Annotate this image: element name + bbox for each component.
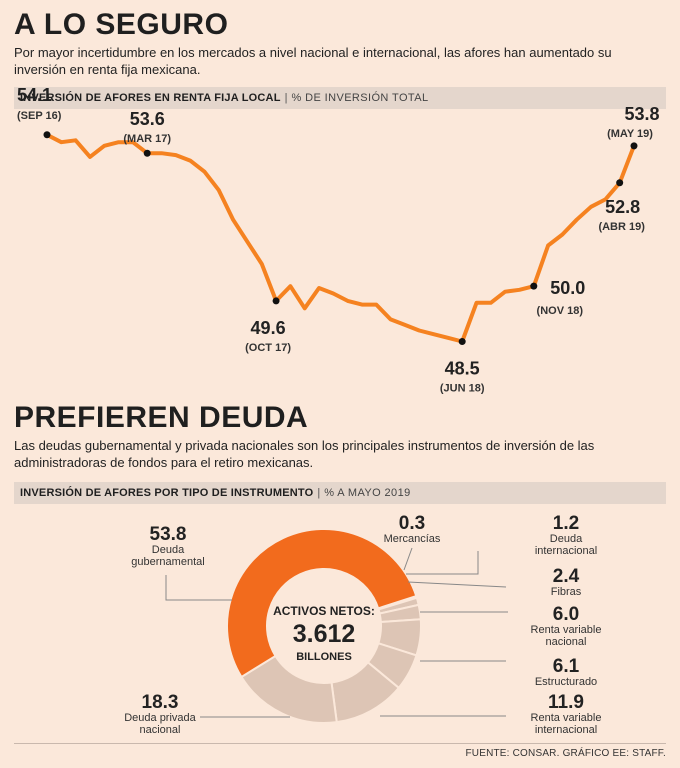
leader-line xyxy=(406,551,479,575)
annotation-dot xyxy=(43,131,51,139)
slice-label-2: nacional xyxy=(546,636,587,648)
slice-value: 1.2 xyxy=(553,513,579,534)
slice-label: Deuda xyxy=(550,533,583,545)
donut-slices xyxy=(226,528,422,724)
slice-label: Mercancías xyxy=(384,533,441,545)
annotation-value: 54.1 xyxy=(17,85,52,105)
leader-line xyxy=(407,581,507,588)
section2-header-separator: | xyxy=(317,487,321,499)
section1-intro-line2: inversión en renta fija mexicana. xyxy=(14,62,201,77)
section1-chart-header: INVERSIÓN DE AFORES EN RENTA FIJA LOCAL |… xyxy=(14,87,666,109)
section1-chart-subtitle: % DE INVERSIÓN TOTAL xyxy=(291,92,429,104)
section1-intro: Por mayor incertidumbre en los mercados … xyxy=(14,44,674,78)
slice-label-2: internacional xyxy=(535,545,597,557)
annotation-label: (ABR 19) xyxy=(598,221,645,233)
annotation-label: (JUN 18) xyxy=(440,383,485,395)
annotation-label: (MAR 17) xyxy=(123,133,171,145)
annotation-dot xyxy=(630,142,638,150)
slice-label: Estructurado xyxy=(535,676,597,688)
annotation-dot xyxy=(143,149,151,157)
annotation-value: 50.0 xyxy=(550,278,585,298)
section2-chart-header: INVERSIÓN DE AFORES POR TIPO DE INSTRUME… xyxy=(14,482,666,504)
section1-header-separator: | xyxy=(284,92,288,104)
center-value: 3.612 xyxy=(293,620,356,648)
slice-label-2: internacional xyxy=(535,724,597,736)
slice-label: Renta variable xyxy=(531,624,602,636)
center-label-bottom: BILLONES xyxy=(296,651,352,663)
annotation-dot xyxy=(458,338,466,346)
donut-slice xyxy=(226,528,418,679)
section2-chart-subtitle: % A MAYO 2019 xyxy=(324,487,411,499)
donut-labels: 53.8Deudagubernamental0.3Mercancías1.2De… xyxy=(124,513,601,736)
section1-chart-title: INVERSIÓN DE AFORES EN RENTA FIJA LOCAL xyxy=(20,92,281,104)
slice-label: Fibras xyxy=(551,586,582,598)
leader-line xyxy=(165,575,232,601)
leader-line xyxy=(403,547,413,571)
donut-leaders xyxy=(165,547,508,718)
center-label-top: ACTIVOS NETOS: xyxy=(273,604,375,618)
line-chart: 54.1 (SEP 16) 53.6 (MAR 17) 49.6 (OCT 17) 48.5… xyxy=(17,85,660,395)
slice-value: 53.8 xyxy=(150,524,187,545)
slice-value: 0.3 xyxy=(399,513,425,534)
annotation-dot xyxy=(530,282,538,290)
annotation-dot xyxy=(616,179,624,187)
annotation-value: 49.6 xyxy=(251,318,286,338)
annotation-label: (NOV 18) xyxy=(537,305,584,317)
section2-chart-title: INVERSIÓN DE AFORES POR TIPO DE INSTRUME… xyxy=(20,487,314,499)
slice-label: Deuda xyxy=(152,544,185,556)
slice-value: 6.1 xyxy=(553,656,580,677)
slice-label: Deuda privada xyxy=(124,712,196,724)
annotation-value: 52.8 xyxy=(605,197,640,217)
source-note: FUENTE: CONSAR. GRÁFICO EE: STAFF. xyxy=(465,748,666,759)
annotation-label: (MAY 19) xyxy=(607,128,653,140)
section2-intro: Las deudas gubernamental y privada nacio… xyxy=(14,437,674,471)
annotation-value: 53.8 xyxy=(624,104,659,124)
slice-value: 6.0 xyxy=(553,604,579,625)
annotation-dot xyxy=(272,297,280,305)
slice-value: 2.4 xyxy=(553,566,580,587)
donut-center: ACTIVOS NETOS: 3.612 BILLONES xyxy=(273,604,375,663)
annotation-value: 53.6 xyxy=(130,109,165,129)
annotation-value: 48.5 xyxy=(445,359,480,379)
section2-intro-line2: administradoras de fondos para el retiro… xyxy=(14,455,314,470)
slice-label-2: gubernamental xyxy=(131,556,204,568)
section2-intro-line1: Las deudas gubernamental y privada nacio… xyxy=(14,438,595,453)
section1-intro-line1: Por mayor incertidumbre en los mercados … xyxy=(14,45,612,60)
slice-label-2: nacional xyxy=(140,724,181,736)
section1-title: A LO SEGURO xyxy=(14,8,229,41)
slice-label: Renta variable xyxy=(531,712,602,724)
section2-title: PREFIEREN DEUDA xyxy=(14,401,309,434)
line-annotations: 54.1 (SEP 16) 53.6 (MAR 17) 49.6 (OCT 17) 48.5… xyxy=(17,85,660,395)
slice-value: 11.9 xyxy=(548,692,584,713)
annotation-label: (OCT 17) xyxy=(245,342,291,354)
annotation-label: (SEP 16) xyxy=(17,110,62,122)
footer-divider xyxy=(14,743,666,744)
slice-value: 18.3 xyxy=(142,692,179,713)
